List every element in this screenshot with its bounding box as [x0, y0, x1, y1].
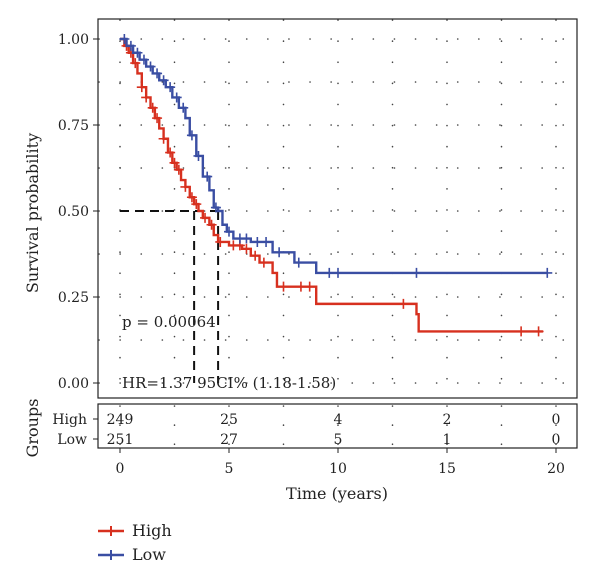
- censor-mark-low: [411, 267, 422, 278]
- p-value-label: p = 0.00064: [122, 313, 216, 331]
- x-tick-label: 10: [329, 461, 347, 477]
- censor-mark-low: [241, 233, 252, 244]
- censor-mark-high: [141, 92, 152, 103]
- censor-mark-low: [224, 226, 234, 237]
- risk-row-label: Low: [57, 432, 87, 448]
- censor-mark-high: [169, 157, 180, 168]
- censor-mark-high: [186, 192, 197, 203]
- median-lines: [120, 210, 220, 383]
- x-tick-label: 20: [547, 461, 565, 477]
- censor-mark-low: [202, 171, 213, 182]
- risk-count: 2: [443, 412, 452, 428]
- hazard-ratio-label: HR=1.37 95CI% (1.18-1.58): [122, 374, 336, 392]
- censor-mark-high: [173, 164, 184, 175]
- censor-mark-low: [158, 75, 169, 86]
- plot-frame: [97, 18, 578, 399]
- risk-count: 4: [334, 412, 343, 428]
- censor-mark-low: [542, 267, 553, 278]
- censor-mark-high: [398, 298, 409, 309]
- risk-table-title: Groups: [23, 399, 42, 458]
- survival-curves: [119, 34, 553, 337]
- censor-mark-high: [130, 58, 141, 69]
- censor-mark-low: [171, 92, 182, 103]
- y-axis-label: Survival probability: [23, 133, 42, 293]
- censor-mark-low: [333, 267, 343, 278]
- censor-mark-low: [125, 40, 136, 51]
- risk-count: 27: [220, 432, 238, 448]
- y-axis: 0.00 0.25 0.50 0.75 1.00: [58, 32, 98, 392]
- censor-mark-high: [147, 102, 158, 113]
- censor-mark-low: [293, 257, 304, 268]
- legend-label-high: High: [132, 521, 172, 540]
- x-tick-label: 5: [225, 461, 234, 477]
- curve-high: [120, 37, 543, 333]
- risk-count: 1: [443, 432, 452, 448]
- censor-mark-high: [136, 82, 147, 93]
- censor-mark-low: [138, 54, 149, 65]
- y-tick-label: 1.00: [58, 32, 89, 48]
- risk-count: 0: [552, 412, 561, 428]
- censor-mark-low: [261, 236, 272, 247]
- risk-count: 251: [107, 432, 134, 448]
- censor-mark-low: [132, 47, 143, 58]
- censor-mark-high: [191, 199, 202, 210]
- censor-mark-high: [152, 113, 163, 124]
- x-tick-label: 15: [438, 461, 456, 477]
- censor-mark-high: [295, 281, 306, 292]
- y-tick-label: 0.75: [58, 118, 89, 134]
- censor-mark-high: [206, 219, 217, 230]
- censor-mark-low: [119, 34, 130, 44]
- censor-mark-high: [200, 212, 211, 223]
- censor-mark-low: [252, 236, 263, 247]
- legend: High Low: [98, 521, 172, 564]
- legend-label-low: Low: [132, 545, 166, 564]
- risk-count: 0: [552, 432, 561, 448]
- y-tick-label: 0.50: [58, 204, 89, 220]
- censor-mark-low: [178, 102, 189, 113]
- risk-table: High 249 25 4 2 0 Low 251 27 5 1 0: [52, 412, 560, 448]
- y-tick-label: 0.25: [58, 290, 89, 306]
- x-tick-label: 0: [116, 461, 125, 477]
- censor-mark-high: [533, 326, 544, 337]
- risk-count: 249: [107, 412, 134, 428]
- censor-mark-high: [241, 243, 252, 254]
- censor-mark-low: [145, 61, 156, 72]
- censor-mark-low: [210, 202, 221, 213]
- censor-mark-high: [250, 250, 261, 261]
- censor-mark-low: [165, 82, 176, 93]
- grid: [98, 19, 577, 398]
- censor-mark-low: [274, 247, 285, 258]
- censor-mark-high: [165, 147, 176, 158]
- censor-mark-low: [193, 150, 204, 161]
- risk-count: 25: [220, 412, 238, 428]
- censor-mark-high: [215, 236, 226, 247]
- risk-count: 5: [334, 432, 343, 448]
- censor-mark-low: [324, 267, 335, 278]
- censor-mark-high: [258, 257, 269, 268]
- curve-low: [120, 37, 548, 275]
- censor-mark-low: [186, 130, 197, 141]
- censor-mark-high: [278, 281, 289, 292]
- censor-mark-high: [180, 181, 191, 192]
- risk-row-label: High: [52, 412, 87, 428]
- censor-mark-low: [152, 68, 163, 79]
- censor-mark-high: [158, 133, 169, 144]
- censor-mark-high: [304, 281, 315, 292]
- censor-mark-high: [516, 326, 527, 337]
- y-tick-label: 0.00: [58, 376, 89, 392]
- x-axis-label: Time (years): [286, 484, 388, 503]
- x-axis: 0 5 10 15 20: [116, 448, 565, 477]
